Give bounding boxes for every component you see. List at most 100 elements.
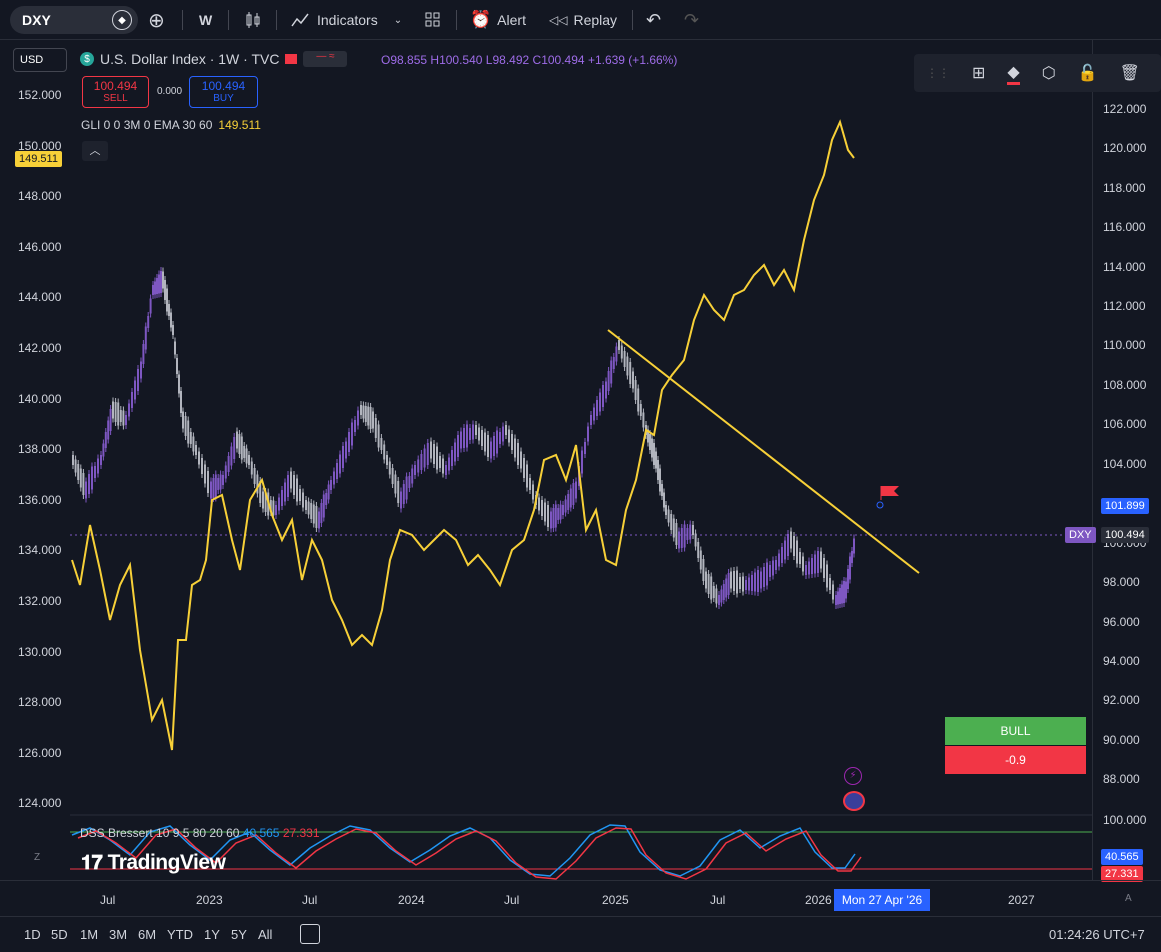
- candle: [77, 464, 80, 480]
- paint-bucket-icon[interactable]: ◆: [1007, 62, 1020, 85]
- candle: [715, 588, 718, 604]
- right-price-axis[interactable]: 122.000 120.000 118.000 116.000 114.000 112.0…: [1065, 40, 1161, 882]
- replay-button[interactable]: ◁◁ Replay: [549, 8, 617, 32]
- candle: [253, 468, 256, 484]
- range-button-ytd[interactable]: YTD: [167, 927, 193, 942]
- ohlc-values: O98.855 H100.540 L98.492 C100.494 +1.639…: [381, 53, 678, 67]
- range-button-1d[interactable]: 1D: [24, 927, 41, 942]
- candle: [137, 369, 139, 391]
- legend-title: U.S. Dollar Index · 1W · TVC: [100, 51, 280, 67]
- candle: [100, 455, 102, 465]
- chevron-down-icon[interactable]: ⌄: [393, 14, 403, 26]
- dss-legend[interactable]: DSS Bressert 10 9 5 80 20 60 40.565 27.3…: [80, 826, 320, 840]
- buy-price: 100.494: [201, 79, 246, 93]
- tradingview-logo[interactable]: 𝟏𝟕 TradingView: [81, 851, 226, 875]
- gli-label: GLI 0 0 3M 0 EMA 30 60: [81, 118, 213, 132]
- candle: [131, 392, 133, 408]
- range-button-all[interactable]: All: [258, 927, 273, 942]
- date-range-icon[interactable]: [300, 924, 320, 944]
- time-axis[interactable]: Jul 2023 Jul 2024 Jul 2025 Jul 2026 2027 Mon 27 …: [0, 880, 1161, 916]
- candle: [91, 466, 93, 490]
- candle: [472, 424, 474, 440]
- lightning-event-icon[interactable]: ⚡: [844, 767, 862, 785]
- symbol-legend: $ U.S. Dollar Index · 1W · TVC — ≈: [80, 51, 348, 67]
- gli-legend[interactable]: GLI 0 0 3M 0 EMA 30 60 149.511: [81, 118, 261, 132]
- layout-grid-icon[interactable]: [424, 8, 442, 32]
- legend-toggle[interactable]: — ≈: [303, 51, 348, 67]
- candle: [725, 578, 728, 598]
- candle: [680, 528, 683, 548]
- candle: [607, 371, 610, 391]
- candle: [195, 445, 197, 455]
- diamond-icon[interactable]: ◆: [112, 10, 132, 30]
- tv-brand: TradingView: [107, 851, 226, 874]
- undo-icon[interactable]: ↶: [646, 9, 662, 30]
- buy-button[interactable]: 100.494 BUY: [189, 76, 258, 108]
- us-flag-event-icon[interactable]: [843, 791, 865, 811]
- left-axis-tick: 146.000: [18, 239, 62, 254]
- candle: [405, 476, 408, 500]
- trash-icon[interactable]: 🗑: [1119, 65, 1140, 82]
- range-button-6m[interactable]: 6M: [138, 927, 157, 942]
- candle: [327, 484, 330, 500]
- redo-icon[interactable]: ↷: [684, 9, 700, 30]
- add-object-icon[interactable]: ⊞: [972, 65, 986, 82]
- range-button-5d[interactable]: 5D: [51, 927, 68, 942]
- gli-line: [71, 119, 855, 751]
- candle: [499, 432, 501, 444]
- candle: [290, 471, 292, 489]
- candle: [367, 406, 370, 426]
- candle: [532, 484, 534, 500]
- candle: [125, 415, 127, 425]
- collapse-legend-button[interactable]: ︿: [82, 141, 108, 161]
- clock[interactable]: 01:24:26 UTC+7: [1049, 927, 1145, 942]
- candle: [647, 429, 649, 443]
- candle: [490, 441, 492, 459]
- candle: [496, 430, 498, 454]
- candle: [238, 434, 241, 454]
- add-symbol-icon[interactable]: ⊕: [148, 9, 165, 32]
- candle: [817, 551, 819, 573]
- candle: [420, 454, 423, 470]
- candle: [214, 474, 217, 498]
- indicators-label: Indicators: [317, 12, 378, 28]
- settings-hex-icon[interactable]: ⬡: [1041, 65, 1056, 82]
- symbol-search[interactable]: DXY ◆: [10, 6, 138, 34]
- candle: [615, 346, 618, 362]
- candle: [686, 528, 689, 540]
- candle: [227, 456, 230, 472]
- candle: [550, 511, 552, 529]
- candles-icon[interactable]: [243, 8, 263, 32]
- time-axis-tick: 2025: [602, 893, 629, 907]
- price-chart[interactable]: [0, 40, 1092, 880]
- candle: [217, 478, 220, 490]
- candle: [97, 458, 99, 474]
- indicators-button[interactable]: Indicators ⌄: [290, 8, 402, 32]
- candle: [210, 481, 212, 499]
- candle: [754, 572, 756, 592]
- candle: [182, 411, 184, 429]
- candle: [154, 281, 156, 295]
- sell-button[interactable]: 100.494 SELL: [82, 76, 149, 108]
- auto-scale-toggle[interactable]: A: [1125, 893, 1132, 904]
- right-axis-tick: 116.000: [1103, 220, 1146, 234]
- candle: [823, 558, 825, 578]
- candle: [843, 581, 845, 603]
- candle: [745, 580, 747, 590]
- candle: [372, 411, 374, 429]
- range-button-1m[interactable]: 1M: [80, 927, 99, 942]
- candle: [751, 575, 753, 591]
- range-button-1y[interactable]: 1Y: [204, 927, 220, 942]
- zoom-toggle[interactable]: Z: [34, 852, 41, 863]
- range-button-5y[interactable]: 5Y: [231, 927, 247, 942]
- interval-button[interactable]: W: [199, 12, 213, 28]
- candle: [318, 511, 320, 529]
- alert-anchor: [876, 501, 884, 509]
- candle: [699, 550, 702, 570]
- lock-icon[interactable]: 🔓: [1077, 65, 1098, 82]
- range-button-3m[interactable]: 3M: [109, 927, 128, 942]
- drag-handle-icon[interactable]: ⋮⋮: [926, 66, 950, 80]
- left-price-axis[interactable]: USD 152.000 150.000 148.000 146.000 144.000 1…: [0, 40, 70, 880]
- currency-button[interactable]: USD: [13, 48, 67, 72]
- alert-button[interactable]: ⏰ Alert: [470, 8, 526, 32]
